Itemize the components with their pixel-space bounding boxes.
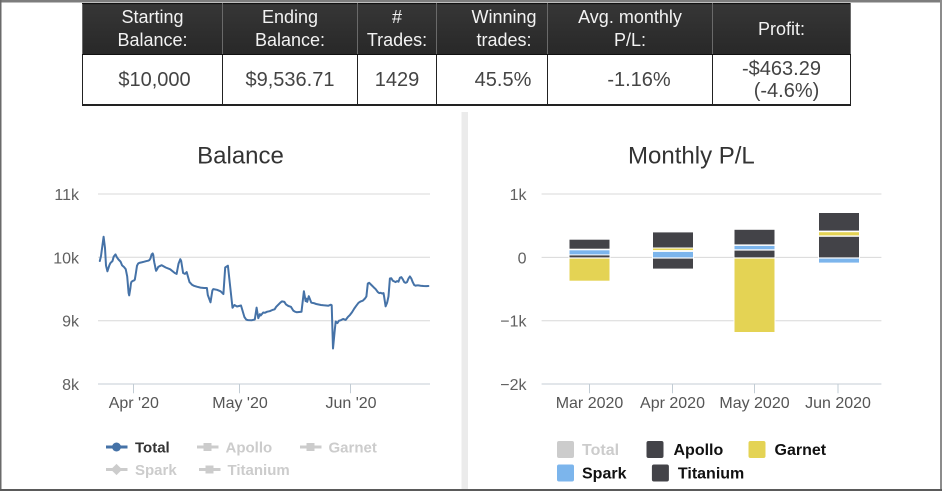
svg-text:Spark: Spark (582, 466, 627, 483)
svg-text:Titanium: Titanium (228, 462, 290, 479)
svg-text:Apr '20: Apr '20 (109, 395, 159, 412)
svg-text:Total: Total (135, 440, 170, 457)
svg-text:May '20: May '20 (212, 395, 268, 412)
svg-text:Jun '20: Jun '20 (325, 395, 376, 412)
svg-text:9k: 9k (62, 314, 80, 331)
svg-text:Apollo: Apollo (226, 440, 273, 457)
svg-text:8k: 8k (62, 377, 80, 394)
svg-text:Balance: Balance (197, 143, 284, 170)
svg-text:Garnet: Garnet (775, 442, 827, 459)
svg-text:May 2020: May 2020 (719, 395, 789, 412)
svg-text:1k: 1k (510, 187, 528, 204)
svg-text:Garnet: Garnet (329, 440, 377, 457)
svg-text:11k: 11k (54, 187, 80, 204)
svg-text:−2k: −2k (500, 377, 527, 394)
svg-text:Apollo: Apollo (674, 442, 724, 459)
svg-text:Apr 2020: Apr 2020 (640, 395, 705, 412)
svg-text:−1k: −1k (500, 314, 527, 331)
svg-text:Mar 2020: Mar 2020 (556, 395, 624, 412)
svg-text:Titanium: Titanium (678, 466, 744, 483)
svg-text:Jun 2020: Jun 2020 (805, 395, 871, 412)
svg-text:10k: 10k (53, 250, 80, 267)
svg-text:Monthly P/L: Monthly P/L (628, 143, 755, 170)
svg-text:Spark: Spark (135, 462, 177, 479)
svg-text:0: 0 (518, 250, 527, 267)
svg-text:Total: Total (582, 442, 619, 459)
